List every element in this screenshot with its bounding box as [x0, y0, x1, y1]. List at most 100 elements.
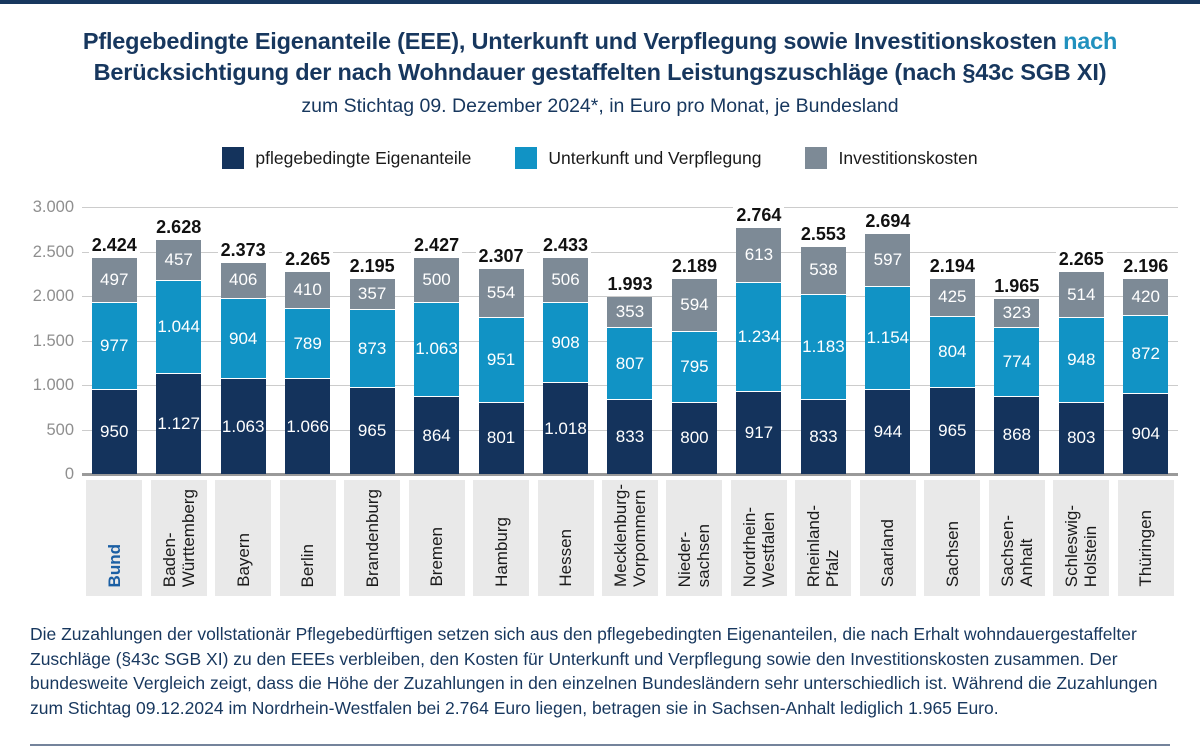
segment-value-label: 965	[357, 421, 387, 441]
bar-segment: 500	[414, 258, 460, 303]
segment-value-label: 904	[1131, 423, 1160, 443]
segment-value-label: 538	[809, 260, 838, 280]
bar-total-label: 2.195	[346, 255, 398, 276]
bar-stack: 353 807 833	[607, 296, 653, 474]
bar-column-sachsen-anhalt: 1.965 323 774 868	[985, 207, 1049, 474]
gridline-3000	[82, 207, 1178, 208]
segment-value-label: 807	[615, 353, 645, 373]
bar-segment: 597	[865, 234, 911, 288]
x-label-cell: Nordrhein- Westfalen	[727, 480, 791, 596]
bar-segment: 977	[91, 302, 137, 390]
x-label-cell: Bremen	[404, 480, 468, 596]
x-label-cell: Nieder-sachsen	[662, 480, 726, 596]
x-label-cell: Brandenburg	[340, 480, 404, 596]
x-label-niedersachsen: Nieder-sachsen	[675, 523, 714, 587]
legend-item-eigenanteile: pflegebedingte Eigenanteile	[222, 147, 471, 169]
legend-swatch-cyan	[515, 147, 538, 169]
bar-total-label: 2.433	[539, 234, 592, 255]
bar-segment: 420	[1123, 278, 1169, 316]
segment-value-label: 554	[486, 282, 516, 302]
bar-total-label: 2.373	[217, 239, 269, 260]
x-label-box: Nieder-sachsen	[666, 480, 723, 596]
segment-value-label: 804	[938, 341, 967, 361]
bar-total-label: 2.764	[733, 205, 785, 226]
x-label-cell: Baden- Württemberg	[146, 480, 210, 596]
bar-stack: 594 795 800	[671, 279, 717, 474]
segment-value-label: 500	[422, 269, 451, 289]
segment-value-label: 833	[809, 426, 838, 446]
bar-stack: 357 873 965	[349, 278, 395, 474]
bar-segment: 554	[478, 268, 524, 319]
bar-segment: 1.066	[285, 379, 331, 474]
segment-value-label: 594	[680, 295, 709, 315]
bar-column-baden-w-rttemberg: 2.628 457 1.044 1.127	[146, 207, 210, 474]
bar-column-nordrhein-westfalen: 2.764 613 1.234 917	[727, 205, 791, 474]
segment-value-label: 1.127	[157, 413, 200, 433]
bar-segment: 904	[1123, 393, 1169, 474]
bar-segment: 1.234	[736, 282, 782, 393]
segment-value-label: 789	[293, 333, 322, 353]
y-tick-label: 2.000	[32, 287, 74, 305]
bar-total-label: 2.194	[926, 255, 978, 276]
x-label-bayern: Bayern	[233, 533, 253, 587]
bar-segment: 944	[865, 390, 911, 474]
bar-segment: 864	[414, 397, 460, 474]
x-label-box: Brandenburg	[344, 480, 401, 596]
x-label-box: Baden- Württemberg	[150, 480, 207, 596]
bar-segment: 497	[91, 258, 137, 303]
x-label-box: Hessen	[537, 480, 594, 596]
x-label-sachsen: Sachsen	[942, 520, 962, 587]
bar-segment: 965	[929, 388, 975, 474]
bar-column-rheinland-pfalz: 2.553 538 1.183 833	[791, 207, 855, 474]
x-label-box: Thüringen	[1117, 480, 1174, 596]
segment-value-label: 950	[100, 421, 129, 441]
title-line1: Pflegebedingte Eigenanteile (EEE), Unter…	[82, 28, 1057, 54]
segment-value-label: 965	[938, 421, 967, 441]
footer-note: Die Zuzahlungen der vollstationär Pflege…	[30, 624, 1158, 718]
y-tick-label: 500	[46, 420, 74, 439]
x-label-cell: Sachsen	[920, 480, 984, 596]
bar-segment: 613	[736, 228, 782, 283]
x-label-cell: Hessen	[533, 480, 597, 596]
bar-column-bayern: 2.373 406 904 1.063	[211, 207, 275, 474]
x-label-cell: Schleswig- Holstein	[1049, 480, 1113, 596]
bar-segment: 800	[671, 402, 717, 474]
legend-label: Investitionskosten	[838, 147, 978, 168]
x-label-box: Bund	[86, 480, 143, 596]
bar-segment: 951	[478, 318, 524, 403]
segment-value-label: 951	[486, 349, 516, 369]
bar-stack: 554 951 801	[478, 268, 524, 474]
bar-column-niedersachsen: 2.189 594 795 800	[662, 207, 726, 474]
segment-value-label: 514	[1067, 284, 1096, 304]
segment-value-label: 801	[486, 428, 516, 448]
segment-value-label: 613	[744, 244, 774, 264]
x-label-cell: Bayern	[211, 480, 275, 596]
bar-stack: 425 804 965	[929, 278, 975, 474]
segment-value-label: 406	[228, 270, 258, 290]
segment-value-label: 917	[744, 423, 774, 443]
x-label-box: Bremen	[408, 480, 465, 596]
stacked-bar-chart: 0 500 1.000 1.500 2.000 2.500 3.000 2.424 497 97…	[30, 198, 1178, 596]
bar-segment: 1.063	[220, 379, 266, 474]
bar-stack: 514 948 803	[1058, 272, 1104, 474]
x-label-box: Nordrhein- Westfalen	[730, 480, 787, 596]
bar-segment: 353	[607, 296, 653, 329]
x-label-cell: Sachsen- Anhalt	[985, 480, 1049, 596]
x-label-box: Schleswig- Holstein	[1053, 480, 1110, 596]
bar-segment: 872	[1123, 315, 1169, 394]
bar-stack: 406 904 1.063	[220, 262, 266, 474]
bar-column-bund: 2.424 497 977 950	[82, 207, 146, 474]
bar-total-label: 2.694	[862, 211, 914, 232]
segment-value-label: 774	[1002, 351, 1031, 371]
bar-segment: 1.018	[543, 383, 589, 474]
bar-segment: 406	[220, 262, 266, 299]
gridline-2500	[82, 251, 1178, 253]
segment-value-label: 457	[164, 249, 193, 269]
bar-segment: 789	[285, 308, 331, 380]
segment-value-label: 795	[680, 356, 709, 376]
bar-stack: 457 1.044 1.127	[156, 240, 202, 474]
bar-segment: 917	[736, 392, 782, 474]
segment-value-label: 904	[228, 328, 258, 348]
bar-column-berlin: 2.265 410 789 1.066	[275, 207, 339, 474]
bar-total-label: 2.427	[411, 235, 463, 256]
